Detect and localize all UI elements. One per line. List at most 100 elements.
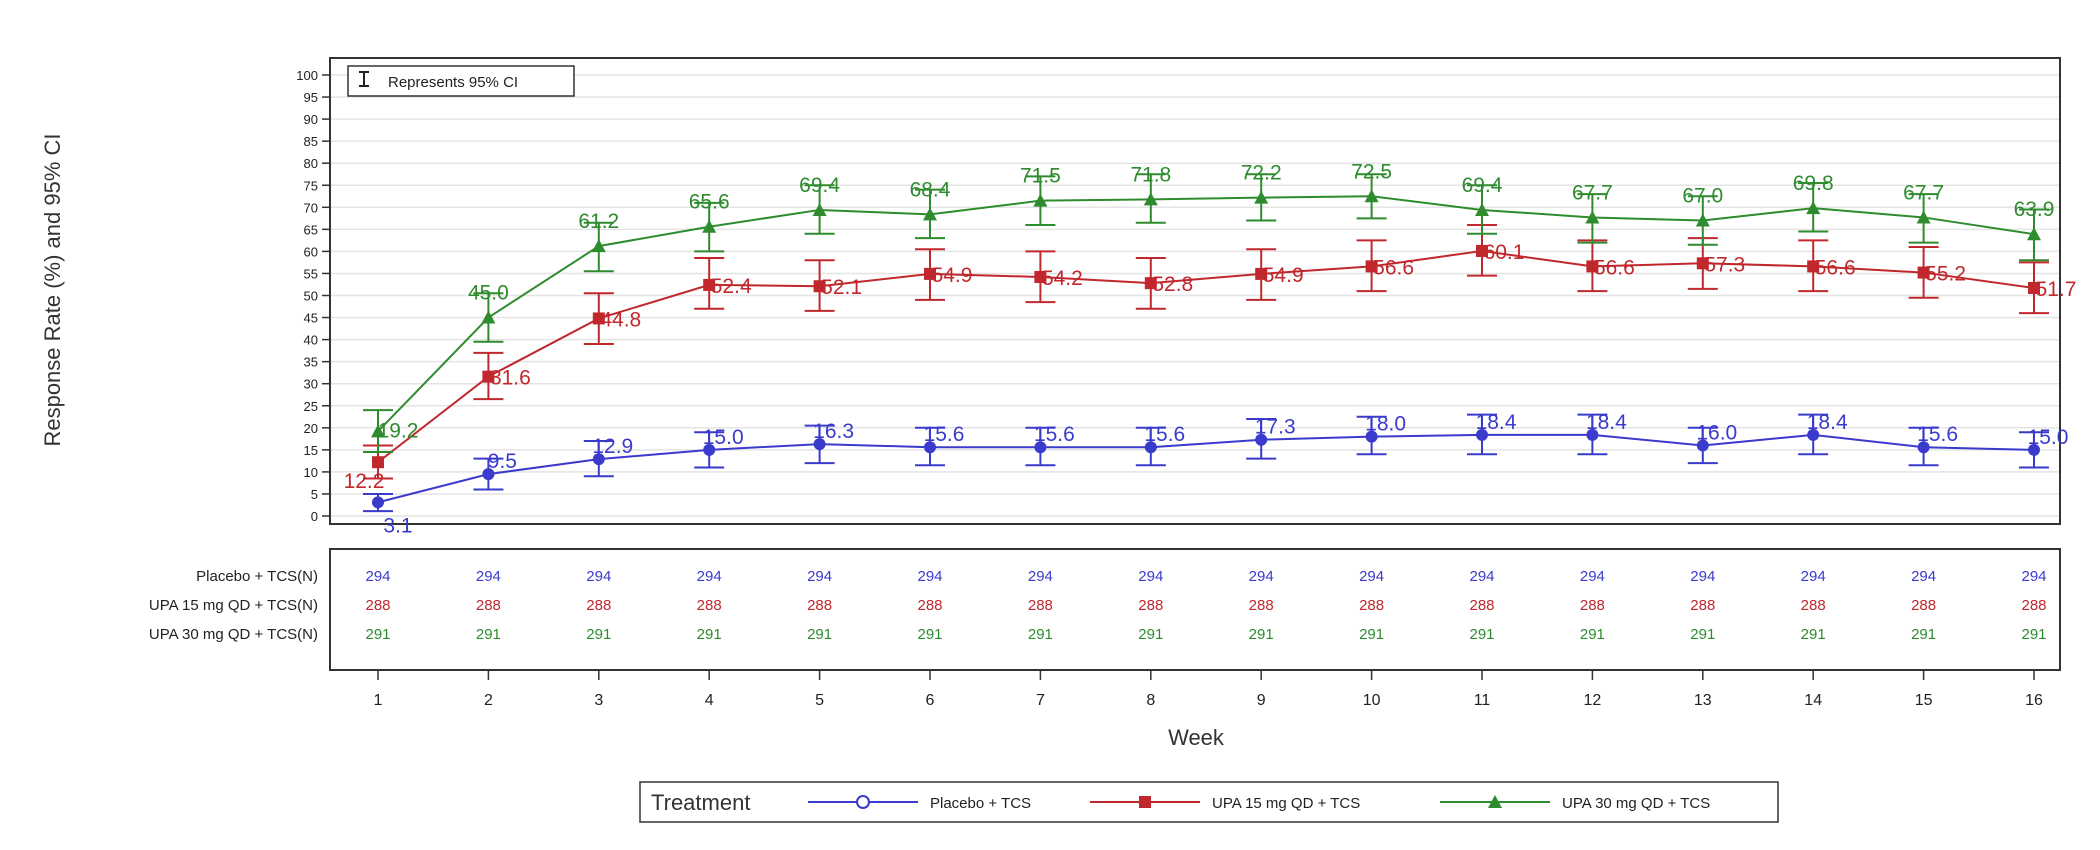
data-point	[1364, 189, 1379, 203]
ci-note: Represents 95% CI	[347, 65, 575, 97]
series-layer: 3.1 9.5 12.9 15.0 16.3 15.6 15.6 15.6 17.3 18.0 18…	[344, 160, 2077, 537]
legend-marker	[1488, 795, 1502, 808]
data-label: 67.0	[1682, 185, 1723, 208]
x-tick-label: 2	[484, 692, 493, 709]
data-label: 15.6	[1917, 423, 1958, 446]
x-tick-label: 5	[815, 692, 824, 709]
data-point	[1476, 428, 1488, 441]
n-cell: 294	[1359, 568, 1384, 585]
data-point	[813, 438, 826, 451]
data-label: 15.6	[1034, 423, 1075, 446]
data-point	[1917, 441, 1930, 454]
n-cell: 294	[697, 568, 722, 585]
n-cell: 288	[1359, 597, 1384, 614]
data-label: 61.2	[578, 210, 619, 233]
y-tick-label: 75	[304, 178, 318, 193]
y-tick-label: 25	[304, 399, 318, 414]
data-label: 9.5	[488, 450, 517, 473]
data-point	[1916, 210, 1931, 224]
data-point	[703, 278, 716, 291]
x-tick-label: 12	[1584, 692, 1602, 709]
n-table-frame	[329, 548, 2061, 671]
data-label: 15.6	[924, 423, 965, 446]
y-tick-label: 10	[304, 465, 318, 480]
y-tick-label: 65	[304, 222, 318, 237]
n-cell: 288	[1469, 597, 1494, 614]
n-cell: 291	[1690, 626, 1715, 643]
data-point	[1034, 270, 1047, 283]
data-point	[1696, 257, 1709, 270]
data-label: 54.2	[1042, 267, 1083, 290]
series-3: 19.2 45.0 61.2 65.6 69.4 68.4 71.5 71.8 72.2 72.5…	[363, 160, 2054, 454]
data-point	[1806, 201, 1821, 215]
n-cell: 291	[1801, 626, 1826, 643]
data-point	[1144, 277, 1157, 290]
data-label: 18.4	[1476, 411, 1517, 434]
data-point	[1586, 260, 1599, 273]
data-label: 65.6	[689, 191, 730, 214]
n-cell: 288	[1028, 597, 1053, 614]
y-axis-title: Response Rate (%) and 95% CI	[40, 133, 65, 446]
n-cell: 291	[917, 626, 942, 643]
n-cell: 291	[1580, 626, 1605, 643]
x-tick-label: 14	[1804, 692, 1822, 709]
data-point	[371, 424, 385, 438]
gridlines	[331, 74, 2059, 517]
legend: Treatment Placebo + TCS UPA 15 mg QD + TC…	[639, 781, 1779, 823]
data-point	[1255, 433, 1268, 446]
data-label: 52.8	[1152, 273, 1193, 296]
data-label: 56.6	[1373, 256, 1414, 279]
n-cell: 291	[1359, 626, 1384, 643]
y-tick-label: 85	[304, 134, 318, 149]
n-cell: 294	[1580, 568, 1605, 585]
data-label: 54.9	[932, 264, 973, 287]
n-cell: 291	[586, 626, 611, 643]
data-point	[2028, 443, 2040, 456]
data-point	[1034, 441, 1047, 454]
y-tick-label: 60	[304, 244, 318, 259]
data-label: 52.4	[711, 275, 752, 298]
data-point	[1476, 244, 1488, 257]
n-cell: 291	[1469, 626, 1494, 643]
y-axis: 0 5 10 15 20 25 30 35 40 45 50 55 60 65 70 75 80 85 90 95 10…	[296, 68, 330, 524]
data-label: 3.1	[383, 514, 412, 537]
n-cell: 291	[1138, 626, 1163, 643]
data-label: 31.6	[490, 367, 531, 390]
n-cell: 288	[697, 597, 722, 614]
data-label: 51.7	[2036, 278, 2077, 301]
plot-frame	[329, 57, 2061, 525]
n-row-3: UPA 30 mg QD + TCS(N) 291 291 291 291 291 291 2…	[149, 626, 2047, 643]
data-point	[1033, 193, 1048, 207]
n-cell: 291	[697, 626, 722, 643]
n-cell: 288	[1801, 597, 1826, 614]
y-tick-label: 40	[304, 333, 318, 348]
data-point	[1255, 267, 1268, 280]
n-table: Placebo + TCS(N) 294 294 294 294 294 294 294 294…	[149, 568, 2047, 643]
y-tick-label: 45	[304, 311, 318, 326]
data-point	[702, 219, 717, 233]
x-tick-label: 6	[926, 692, 935, 709]
series-line	[377, 433, 2035, 504]
data-label: 16.0	[1696, 421, 1737, 444]
data-point	[592, 453, 605, 466]
x-tick-label: 1	[374, 692, 383, 709]
n-cell: 294	[917, 568, 942, 585]
data-label: 72.2	[1241, 162, 1282, 185]
series-line	[377, 249, 2035, 463]
n-row-label: UPA 15 mg QD + TCS(N)	[149, 597, 318, 614]
n-row-label: Placebo + TCS(N)	[196, 568, 318, 585]
data-point	[1696, 439, 1709, 452]
y-tick-label: 55	[304, 266, 318, 281]
n-cell: 291	[365, 626, 390, 643]
data-point	[481, 310, 496, 324]
data-label: 69.4	[799, 174, 840, 197]
n-cell: 294	[586, 568, 611, 585]
n-row-1: Placebo + TCS(N) 294 294 294 294 294 294 294 294…	[196, 568, 2046, 585]
data-point	[1254, 190, 1269, 204]
data-label: 18.4	[1807, 411, 1848, 434]
data-label: 44.8	[600, 308, 641, 331]
data-point	[372, 496, 384, 509]
data-point	[703, 443, 716, 456]
n-cell: 288	[476, 597, 501, 614]
